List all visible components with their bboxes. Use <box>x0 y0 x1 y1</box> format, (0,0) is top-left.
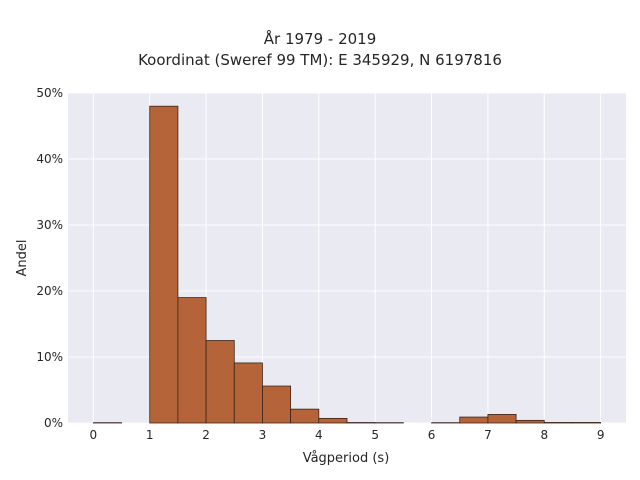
y-tick-label: 50% <box>36 86 63 100</box>
y-axis-ticks: 0% 10% 20% 30% 40% 50% <box>36 86 63 430</box>
x-tick-label: 5 <box>371 428 379 442</box>
y-tick-label: 30% <box>36 218 63 232</box>
histogram-bar <box>572 422 602 424</box>
x-tick-label: 9 <box>597 428 605 442</box>
histogram-bar <box>262 385 292 424</box>
x-tick-label: 1 <box>146 428 154 442</box>
histogram-bar <box>205 340 235 424</box>
histogram-bar <box>149 105 179 424</box>
histogram-bar <box>177 297 207 424</box>
y-tick-label: 20% <box>36 284 63 298</box>
y-tick-label: 0% <box>44 416 63 430</box>
histogram-bars <box>92 105 602 424</box>
histogram-bar <box>318 417 348 424</box>
histogram-bar <box>459 416 489 424</box>
x-tick-label: 3 <box>259 428 267 442</box>
y-axis-label: Andel <box>15 240 30 277</box>
histogram-bar <box>515 419 545 424</box>
x-tick-label: 4 <box>315 428 323 442</box>
chart-title: År 1979 - 2019 <box>263 30 377 48</box>
chart-subtitle: Koordinat (Sweref 99 TM): E 345929, N 61… <box>138 51 502 69</box>
x-tick-label: 7 <box>484 428 492 442</box>
histogram-bar <box>290 408 320 424</box>
x-tick-label: 0 <box>90 428 98 442</box>
x-axis-ticks: 0 1 2 3 4 5 6 7 8 9 <box>90 428 605 442</box>
y-tick-label: 40% <box>36 152 63 166</box>
x-axis-label: Vågperiod (s) <box>303 451 390 466</box>
histogram-bar <box>233 362 263 424</box>
x-tick-label: 6 <box>428 428 436 442</box>
histogram-bar <box>543 422 573 424</box>
y-tick-label: 10% <box>36 350 63 364</box>
histogram-bar <box>487 414 517 424</box>
x-tick-label: 8 <box>540 428 548 442</box>
x-tick-label: 2 <box>202 428 210 442</box>
